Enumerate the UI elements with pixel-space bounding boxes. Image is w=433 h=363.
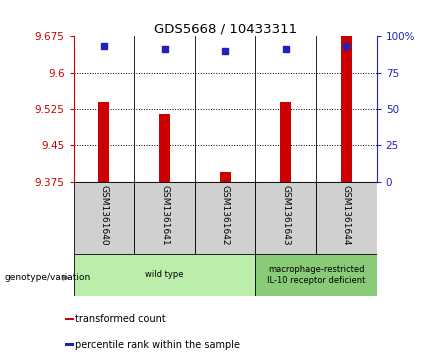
Point [343,44,350,49]
Bar [98,102,110,182]
Text: macrophage-restricted
IL-10 receptor deficient: macrophage-restricted IL-10 receptor def… [267,265,365,285]
Bar [65,318,74,320]
Bar [316,182,377,254]
Text: GSM1361640: GSM1361640 [100,185,108,246]
Text: genotype/variation: genotype/variation [4,273,90,282]
Text: GSM1361641: GSM1361641 [160,185,169,246]
Bar [159,114,170,182]
Text: GSM1361643: GSM1361643 [281,185,290,246]
Text: transformed count: transformed count [75,314,166,324]
Point [222,48,229,54]
Text: wild type: wild type [145,270,184,280]
Bar [195,182,255,254]
Polygon shape [63,274,71,281]
Bar [280,102,291,182]
Bar [255,182,316,254]
Bar [65,343,74,346]
Point [100,44,107,49]
Text: GSM1361642: GSM1361642 [221,185,229,246]
Bar [74,254,255,296]
Title: GDS5668 / 10433311: GDS5668 / 10433311 [154,22,297,35]
Point [282,46,289,52]
Text: GSM1361644: GSM1361644 [342,185,351,246]
Bar [134,182,195,254]
Bar [341,36,352,182]
Point [161,46,168,52]
Bar [220,172,231,182]
Bar [74,182,134,254]
Bar [255,254,377,296]
Text: percentile rank within the sample: percentile rank within the sample [75,339,240,350]
